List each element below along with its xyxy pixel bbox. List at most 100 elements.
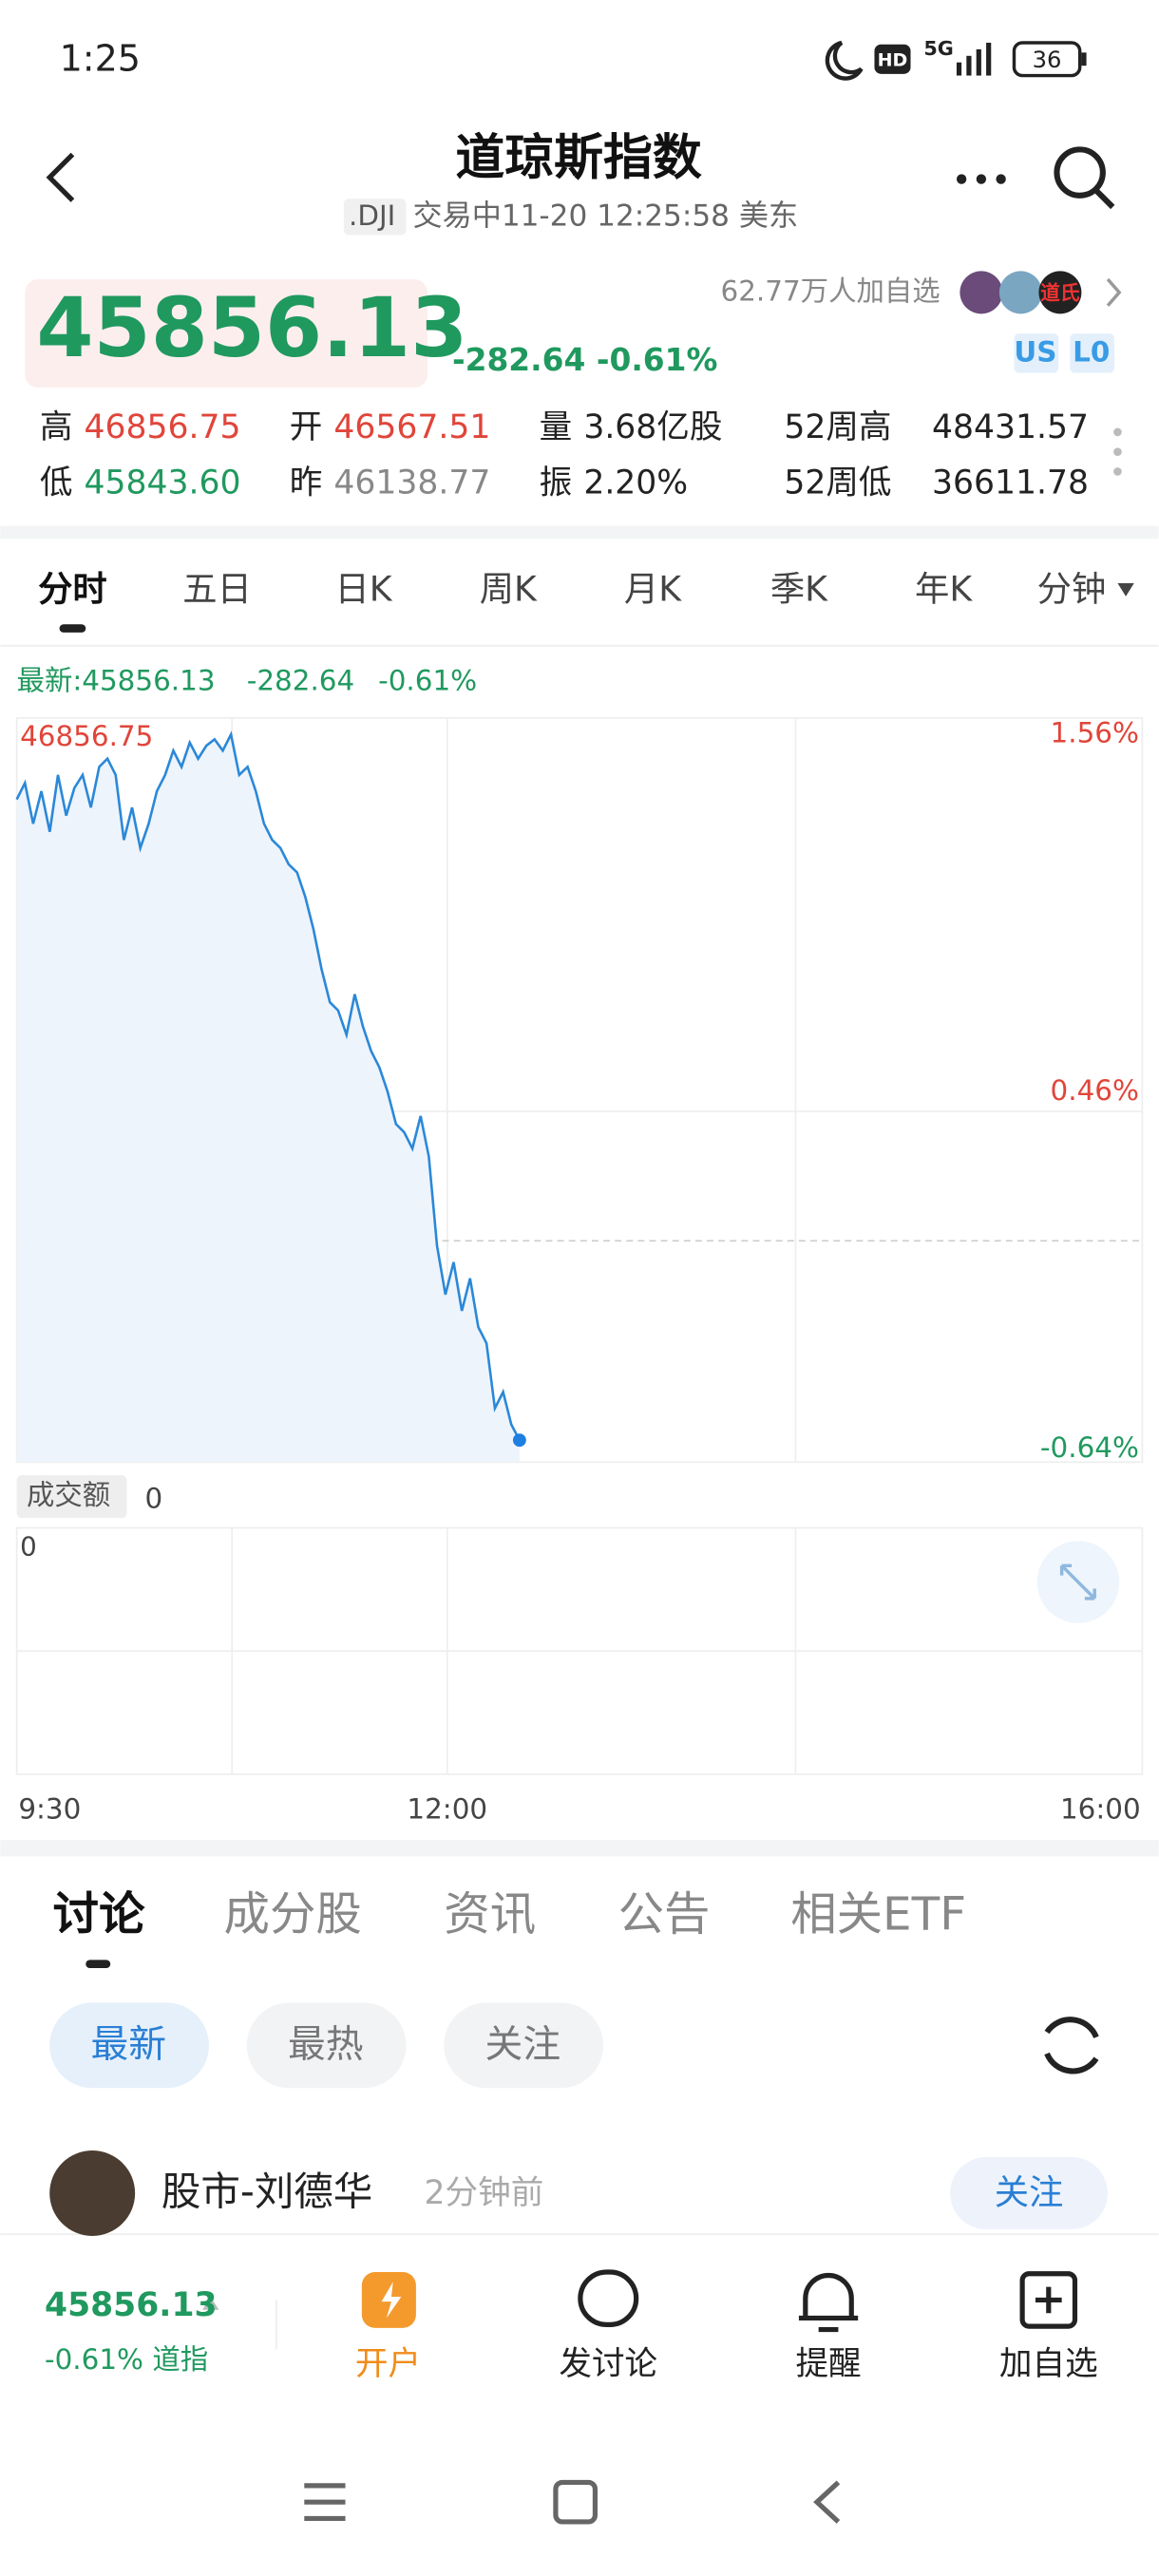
y2-tick-label: -0.64%	[1040, 1431, 1139, 1464]
stat-value: 46138.77	[333, 464, 490, 502]
chart-tab[interactable]: 五日	[182, 569, 252, 610]
stat-label: 52周低	[784, 464, 891, 502]
price-line	[15, 730, 522, 1441]
stat-label: 振	[540, 464, 573, 502]
section-tab[interactable]: 相关ETF	[790, 1887, 966, 1941]
stat-value: 2.20%	[583, 464, 688, 502]
action-label[interactable]: 提醒	[795, 2345, 861, 2383]
user-name: 股市-刘德华	[162, 2169, 372, 2215]
filter[interactable]: 最热	[288, 2023, 364, 2067]
tag: US	[1014, 335, 1056, 368]
add-watch-icon[interactable]	[1019, 2271, 1078, 2329]
signal-icon	[956, 42, 992, 76]
moon-icon	[825, 40, 864, 81]
action-label[interactable]: 发讨论	[559, 2345, 657, 2383]
badge: 道氏	[1040, 282, 1080, 305]
bottom-price: 45856.13	[45, 2286, 218, 2324]
stat-label: 量	[540, 408, 573, 446]
x-tick-label: 9:30	[18, 1793, 81, 1826]
filter-pill[interactable]	[49, 2002, 209, 2089]
x-tick-label: 16:00	[1060, 1793, 1141, 1826]
more-button[interactable]	[956, 174, 1006, 184]
nav-bar	[304, 2479, 841, 2525]
filter-pill[interactable]	[246, 2002, 407, 2089]
user-avatar[interactable]	[49, 2150, 136, 2236]
stat-value: 46567.51	[333, 408, 490, 446]
code: .DJI	[349, 199, 395, 232]
separator	[0, 1840, 1159, 1857]
more-dots[interactable]	[1113, 427, 1122, 476]
chart-tab[interactable]: 季K	[770, 569, 828, 610]
network-label: 5G	[923, 37, 953, 60]
hd-label: HD	[878, 49, 908, 70]
stat-label: 开	[290, 408, 323, 446]
stat-label: 高	[40, 408, 73, 446]
expand-icon	[1059, 1563, 1096, 1601]
y2-tick-label: 0.46%	[1051, 1074, 1139, 1107]
chart-tab[interactable]: 日K	[334, 569, 392, 610]
y2-tick-label: 1.56%	[1051, 717, 1139, 749]
section-tab[interactable]: 公告	[618, 1887, 711, 1941]
stat-label: 昨	[290, 464, 323, 502]
section-tab[interactable]: 资讯	[444, 1887, 536, 1941]
action-label[interactable]: 开户	[355, 2345, 421, 2383]
chart-tab[interactable]: 年K	[915, 569, 973, 610]
stat-value: 3.68亿股	[583, 408, 722, 446]
latest-change: -282.64	[247, 664, 354, 696]
stat-value: 46856.75	[85, 408, 241, 446]
tag-bg	[1014, 333, 1059, 373]
tab-indicator	[86, 1960, 111, 1969]
avatars	[960, 271, 1082, 314]
refresh-button[interactable]	[1044, 2017, 1099, 2074]
volume-axis-label: 0	[20, 1530, 37, 1562]
hd-icon	[874, 44, 911, 74]
filter-pill[interactable]	[444, 2002, 604, 2089]
latest-label: 最新:45856.13	[17, 664, 216, 696]
stat-value: 48431.57	[932, 408, 1089, 446]
tag-bg	[1070, 333, 1114, 373]
follow-button[interactable]	[950, 2156, 1109, 2230]
bottom-change: -0.61% 道指	[45, 2343, 208, 2376]
separator	[0, 525, 1159, 540]
action-label[interactable]: 加自选	[999, 2345, 1098, 2383]
battery-icon	[1012, 41, 1082, 78]
code-bg	[343, 199, 407, 236]
volume-label: 成交额	[27, 1479, 110, 1511]
tag: L0	[1073, 335, 1110, 368]
watchers: 62.77万人加自选	[721, 275, 940, 307]
remind-icon[interactable]	[798, 2272, 859, 2333]
volume-value: 0	[145, 1483, 163, 1515]
subtitle: 交易中11-20 12:25:58 美东	[412, 199, 798, 233]
post-time: 2分钟前	[425, 2174, 544, 2212]
battery-tip	[1081, 52, 1087, 66]
stat-label: 52周高	[784, 408, 891, 446]
volume-label-bg	[16, 1475, 127, 1519]
last-point	[512, 1433, 526, 1448]
section-tab[interactable]: 成分股	[224, 1887, 362, 1941]
stat-value: 45843.60	[85, 464, 241, 502]
plus	[1035, 2286, 1062, 2314]
chevron[interactable]	[1106, 277, 1122, 307]
bolt	[381, 2282, 402, 2319]
price-area	[16, 734, 520, 1463]
up-icon	[202, 2296, 219, 2310]
back-button[interactable]	[46, 152, 75, 202]
chart-tab[interactable]: 分时	[38, 569, 107, 610]
chart-tab[interactable]: 月K	[624, 569, 682, 610]
x-tick-label: 12:00	[407, 1793, 487, 1826]
dropdown-icon	[1117, 583, 1134, 597]
tab-indicator	[59, 624, 86, 633]
chart-tab[interactable]: 周K	[480, 569, 538, 610]
filter[interactable]: 关注	[485, 2023, 561, 2067]
section-tab[interactable]: 讨论	[53, 1887, 145, 1941]
title: 道琼斯指数	[455, 129, 702, 186]
latest-percent: -0.61%	[378, 664, 477, 696]
price-box	[25, 279, 428, 388]
discuss-icon[interactable]	[578, 2269, 639, 2327]
price: 45856.13	[36, 281, 467, 376]
battery-level: 36	[1033, 47, 1062, 73]
clock: 1:25	[60, 37, 141, 79]
chart-tab[interactable]: 分钟	[1037, 569, 1107, 610]
search-button[interactable]	[1054, 146, 1115, 210]
filter[interactable]: 最新	[90, 2023, 166, 2067]
